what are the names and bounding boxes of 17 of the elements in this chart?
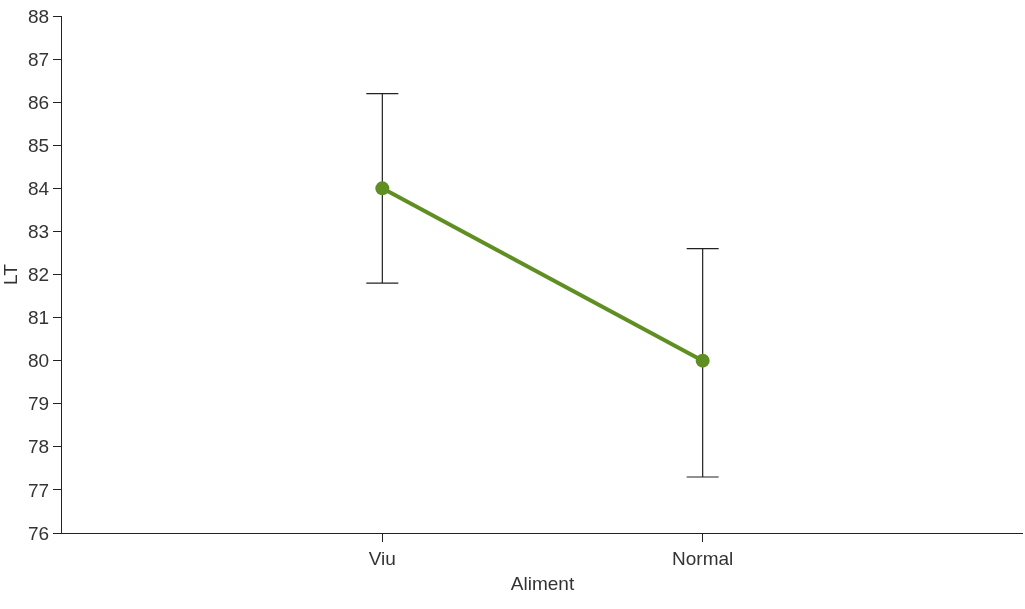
y-tick-label: 76 bbox=[28, 522, 50, 544]
y-tick-label: 79 bbox=[28, 393, 50, 415]
y-tick-label: 82 bbox=[28, 264, 50, 286]
x-axis-title: Aliment bbox=[510, 572, 575, 594]
y-tick-label: 87 bbox=[28, 48, 50, 70]
y-axis-title: LT bbox=[0, 263, 21, 285]
y-tick-label: 86 bbox=[28, 91, 50, 113]
y-tick-label: 83 bbox=[28, 221, 50, 243]
y-tick-label: 88 bbox=[28, 5, 50, 27]
x-tick-label: Normal bbox=[672, 547, 734, 569]
x-tick-label: Viu bbox=[368, 547, 396, 569]
y-tick-label: 85 bbox=[28, 134, 50, 156]
y-tick-label: 77 bbox=[28, 479, 50, 501]
y-tick-label: 81 bbox=[28, 307, 50, 329]
y-tick-label: 78 bbox=[28, 436, 50, 458]
y-tick-label: 84 bbox=[28, 177, 50, 199]
y-tick-label: 80 bbox=[28, 350, 50, 372]
